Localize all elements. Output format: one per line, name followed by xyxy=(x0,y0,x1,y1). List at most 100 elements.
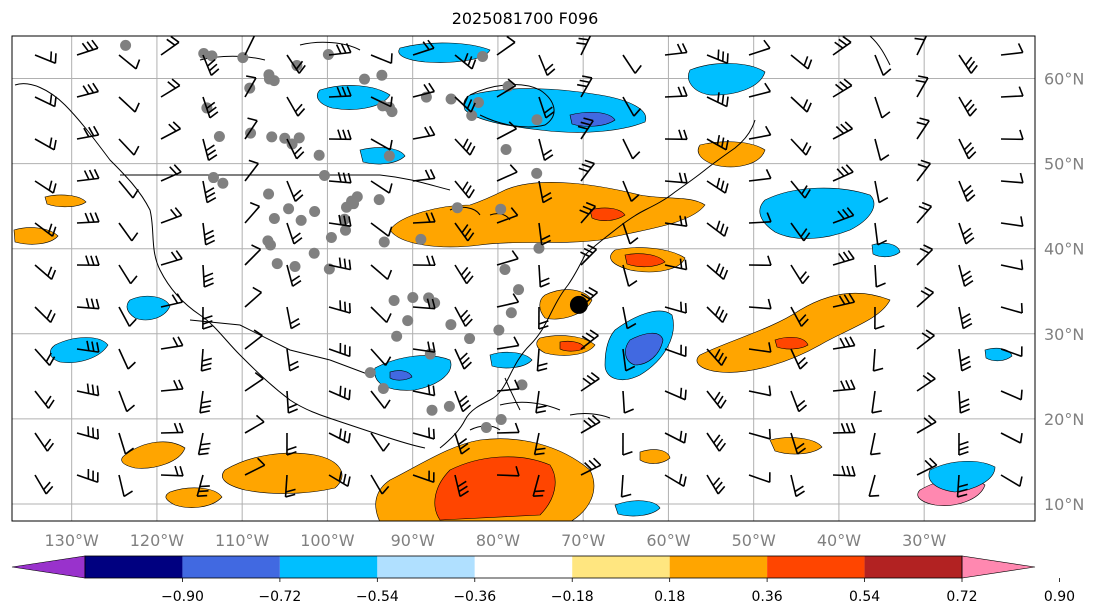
wind-barb xyxy=(202,96,219,119)
wind-barb xyxy=(328,129,352,141)
wind-barb xyxy=(536,348,548,372)
wind-barb xyxy=(580,414,601,434)
wind-barb xyxy=(370,306,392,323)
wind-barb xyxy=(496,379,520,392)
wind-barb xyxy=(578,159,595,182)
station-dot xyxy=(415,233,427,245)
wind-barb xyxy=(577,117,594,140)
greenland-coast xyxy=(869,36,891,66)
colorbar-over-extension xyxy=(961,555,1036,579)
wind-barb xyxy=(706,92,729,108)
station-dot xyxy=(325,231,337,243)
wind-barb xyxy=(454,180,475,199)
wind-barb xyxy=(1000,43,1024,56)
wind-barb xyxy=(916,201,933,224)
wind-barb xyxy=(622,96,642,117)
wind-barb xyxy=(956,474,969,498)
wind-barb xyxy=(454,474,469,498)
wind-barb xyxy=(244,36,256,56)
wind-barb xyxy=(160,293,184,308)
florida-peninsula xyxy=(504,377,521,411)
wind-barb xyxy=(197,432,211,456)
station-dot xyxy=(377,382,389,394)
strong-warm-anomaly-core-central-america xyxy=(434,456,556,521)
wind-barb xyxy=(454,348,472,370)
wind-barb xyxy=(664,172,688,184)
colorbar-tick-label: 0.54 xyxy=(849,589,880,605)
colorbar-tick-label: 0.72 xyxy=(946,589,977,605)
station-dot xyxy=(318,170,330,182)
wind-barb xyxy=(118,306,137,327)
wind-barb xyxy=(706,220,729,237)
cool-anomaly-north-atlantic xyxy=(759,187,875,239)
wind-barb xyxy=(538,180,553,204)
wind-barb xyxy=(871,390,882,414)
station-dot xyxy=(445,93,457,105)
wind-barb xyxy=(748,298,772,310)
wind-barb xyxy=(496,250,519,266)
wind-barb xyxy=(706,390,727,409)
wind-barb xyxy=(958,348,972,372)
wind-barb xyxy=(200,348,213,372)
wind-barb xyxy=(914,36,928,56)
wind-barb xyxy=(160,36,180,56)
station-dot xyxy=(217,177,229,189)
warm-anomaly-atlantic-ridge xyxy=(696,292,891,373)
wind-barb xyxy=(454,432,471,455)
latitude-tick-label: 20°N xyxy=(1044,410,1084,429)
station-dot xyxy=(313,149,325,161)
latitude-tick-label: 30°N xyxy=(1044,325,1084,344)
wind-barb xyxy=(874,54,892,76)
wind-barb xyxy=(706,348,728,366)
wind-barb xyxy=(496,466,520,477)
wind-barb xyxy=(748,82,771,98)
wind-barb xyxy=(706,263,729,280)
storm-center-marker xyxy=(569,295,588,314)
wind-barb xyxy=(916,329,935,350)
wind-barb xyxy=(328,86,352,98)
wind-barb xyxy=(916,244,934,266)
wind-barb xyxy=(874,180,889,204)
strong-warm-anomaly-core-atlantic xyxy=(774,336,809,350)
wind-barb xyxy=(916,286,935,308)
warm-anomaly-caribbean xyxy=(639,449,671,464)
station-dot xyxy=(477,50,489,62)
wind-barb xyxy=(622,222,639,245)
wind-barb xyxy=(580,457,602,476)
latitude-tick-label: 10°N xyxy=(1044,495,1084,514)
wind-barb xyxy=(244,414,265,434)
wind-barb xyxy=(412,427,435,440)
wind-barb xyxy=(202,306,213,330)
wind-barb xyxy=(1000,432,1023,444)
colorbar-segment xyxy=(572,556,670,578)
colorbar-segment xyxy=(377,556,475,578)
colorbar-frame xyxy=(84,555,963,579)
wind-barb xyxy=(412,39,435,56)
wind-barb xyxy=(370,474,390,495)
wind-barb xyxy=(580,244,598,266)
wind-barb xyxy=(412,470,435,484)
wind-barb xyxy=(790,390,808,413)
wind-barb xyxy=(916,457,938,476)
coastlines-and-borders xyxy=(14,36,891,449)
wind-barb xyxy=(748,212,772,224)
wind-barb xyxy=(664,43,688,56)
wind-barb xyxy=(454,222,475,242)
wind-barb xyxy=(622,390,634,414)
wind-barb xyxy=(832,422,856,434)
wind-barb xyxy=(76,82,99,98)
station-dot xyxy=(388,295,400,307)
wind-barb xyxy=(286,348,300,372)
station-dot xyxy=(407,291,419,303)
longitude-tick-label: 60°W xyxy=(646,531,690,550)
wind-barb xyxy=(118,474,133,498)
wind-barb xyxy=(244,329,263,350)
cool-anomaly-northern-gulf xyxy=(489,351,533,369)
wind-barb xyxy=(748,472,771,484)
wind-barb xyxy=(538,306,549,330)
longitude-tick-label: 100°W xyxy=(300,531,355,550)
wind-barb xyxy=(202,264,214,288)
wind-barb xyxy=(790,264,810,285)
station-dot xyxy=(505,307,517,319)
station-dot xyxy=(495,203,507,215)
